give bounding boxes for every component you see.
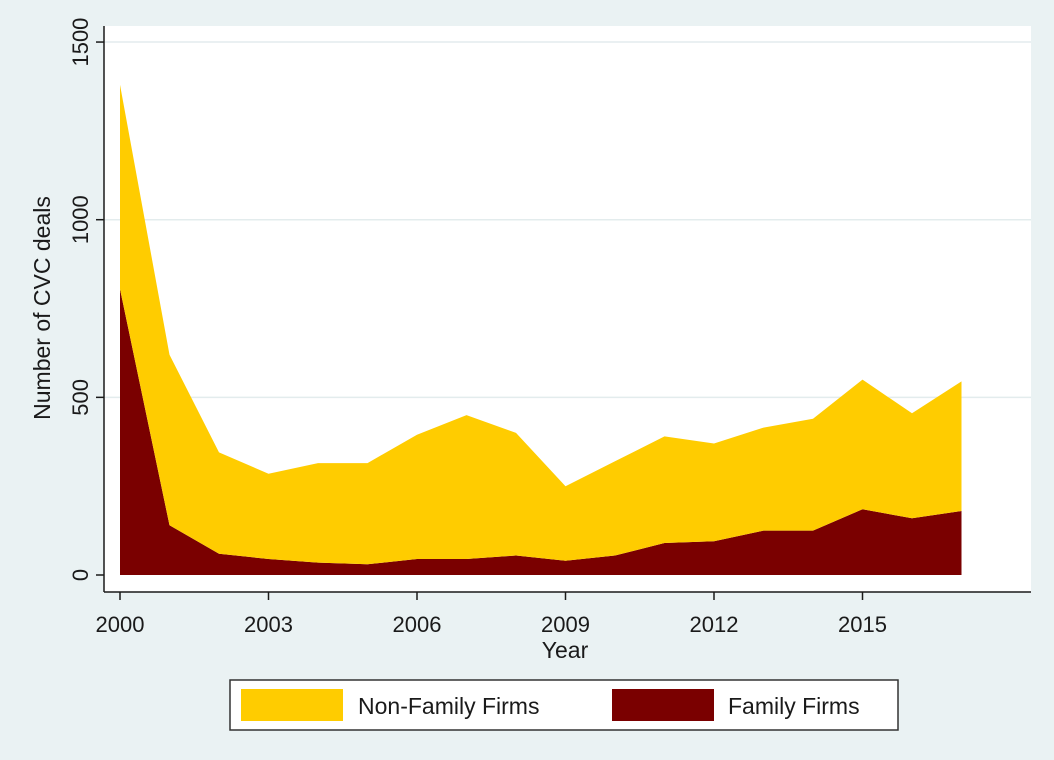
x-tick-label-2012: 2012 — [690, 612, 739, 637]
x-tick-label-2009: 2009 — [541, 612, 590, 637]
y-tick-label-1500: 1500 — [68, 18, 93, 67]
x-tick-label-2006: 2006 — [393, 612, 442, 637]
legend: Non-Family Firms Family Firms — [229, 679, 899, 731]
legend-label-non-family-firms: Non-Family Firms — [358, 693, 539, 719]
x-axis-title: Year — [542, 637, 589, 663]
stacked-areas — [120, 84, 962, 575]
x-tick-label-2000: 2000 — [96, 612, 145, 637]
legend-swatch-non-family-firms — [241, 689, 343, 721]
legend-label-family-firms: Family Firms — [728, 693, 860, 719]
area-non-family-firms — [120, 84, 962, 565]
axes: 0 500 1000 1500 2000 2003 2006 2009 2012 2015 — [68, 18, 1031, 637]
legend-swatch-family-firms — [612, 689, 714, 721]
x-tick-label-2003: 2003 — [244, 612, 293, 637]
y-tick-label-1000: 1000 — [68, 195, 93, 244]
y-axis-title: Number of CVC deals — [29, 196, 55, 420]
x-tick-label-2015: 2015 — [838, 612, 887, 637]
y-tick-label-500: 500 — [68, 379, 93, 416]
y-tick-label-0: 0 — [68, 569, 93, 581]
area-family-firms — [120, 289, 962, 575]
